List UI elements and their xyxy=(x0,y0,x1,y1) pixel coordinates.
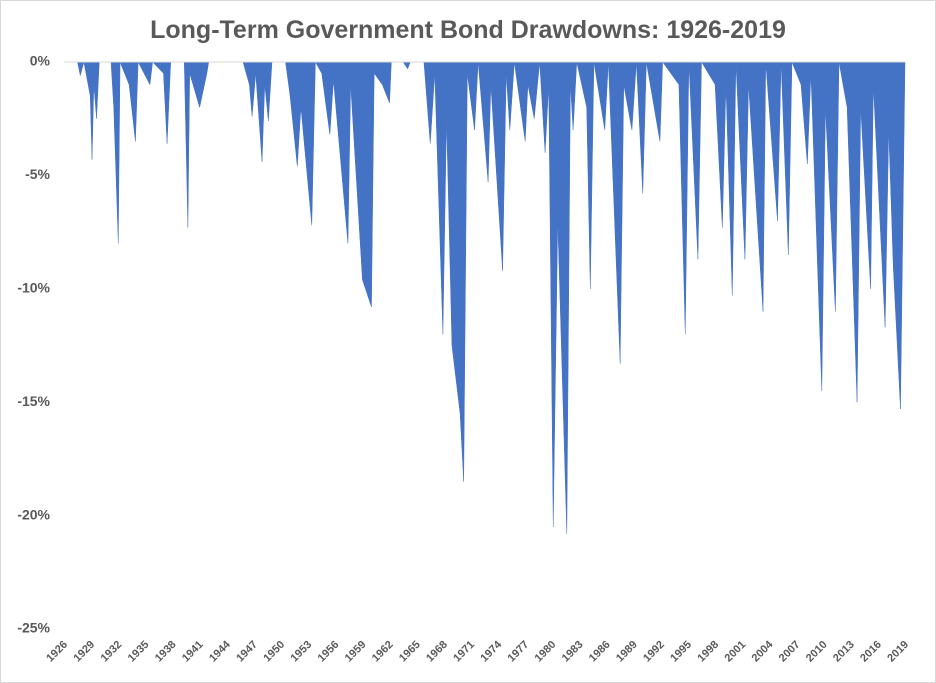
y-tick-label: -15% xyxy=(17,393,50,409)
y-tick-label: -10% xyxy=(17,280,50,296)
chart-title: Long-Term Government Bond Drawdowns: 192… xyxy=(150,16,786,44)
y-tick-label: 0% xyxy=(30,53,51,69)
y-tick-label: -5% xyxy=(25,166,50,182)
y-tick-label: -25% xyxy=(17,620,50,636)
y-tick-label: -20% xyxy=(17,506,50,522)
